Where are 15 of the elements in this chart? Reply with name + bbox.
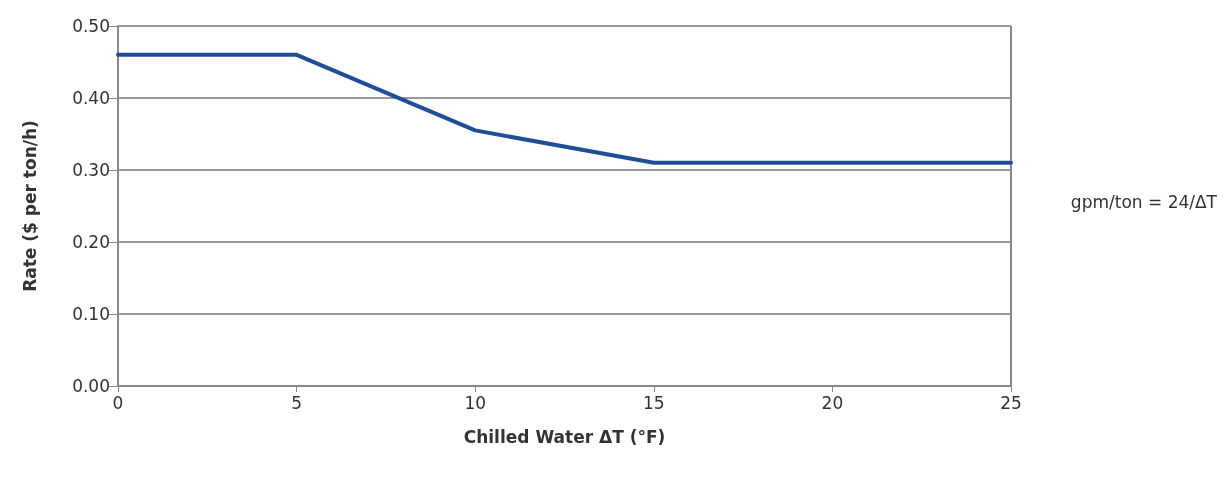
y-tick-label: 0.40 [72, 88, 110, 108]
y-tick-label: 0.20 [72, 232, 110, 252]
x-tick-label: 20 [821, 392, 844, 413]
x-tick-label: 15 [642, 392, 665, 413]
y-tick-label: 0.30 [72, 160, 110, 180]
x-tick-label: 10 [464, 392, 487, 413]
y-tick-label: 0.10 [72, 304, 110, 324]
y-tick-label: 0.00 [72, 376, 110, 396]
x-tick-label: 25 [1000, 392, 1022, 413]
x-tick-label: 0 [112, 392, 124, 413]
y-axis-title: Rate ($ per ton/h) [19, 120, 40, 292]
x-tick-label: 5 [291, 392, 303, 413]
text: gpm/ton = 24/ΔT [1070, 191, 1218, 212]
x-axis-title: Chilled Water ΔT (°F) [463, 426, 666, 447]
y-tick-label: 0.50 [72, 16, 110, 36]
